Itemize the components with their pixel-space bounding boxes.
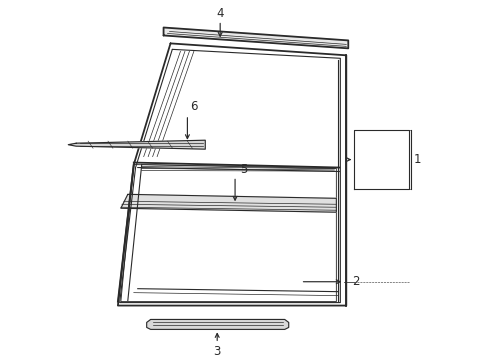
Polygon shape bbox=[68, 140, 205, 149]
Text: 1: 1 bbox=[414, 153, 421, 166]
Polygon shape bbox=[147, 319, 289, 329]
Text: 6: 6 bbox=[191, 100, 198, 113]
Text: 3: 3 bbox=[214, 345, 221, 358]
Polygon shape bbox=[164, 27, 348, 48]
Polygon shape bbox=[121, 194, 336, 212]
Text: 2: 2 bbox=[352, 275, 360, 288]
Text: 4: 4 bbox=[217, 7, 224, 20]
Text: 5: 5 bbox=[240, 163, 247, 176]
